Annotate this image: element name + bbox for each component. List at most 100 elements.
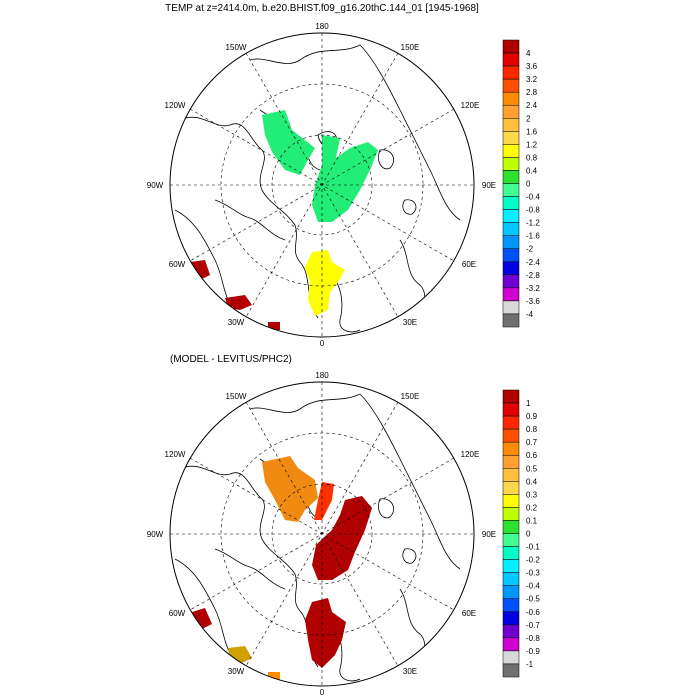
lon-label-top-left: 150W <box>226 43 247 52</box>
lon-label-top: 180 <box>315 22 329 31</box>
island-outline <box>378 498 417 564</box>
colorbar-tick-label: 2.4 <box>526 101 538 110</box>
colorbar-tick-label: 2.8 <box>526 88 538 97</box>
map-boundary <box>169 381 475 687</box>
colorbar-swatch <box>502 650 520 665</box>
colorbar-swatch <box>502 585 520 599</box>
colorbar-tick-label: -3.6 <box>526 297 540 306</box>
colorbar-tick-label: -0.8 <box>526 206 540 215</box>
colorbar-swatch <box>502 637 520 652</box>
colorbar-swatch <box>502 170 520 184</box>
colorbar-tick-label: -0.7 <box>526 621 540 630</box>
longitude-labels: 180 150W 150E 120W 120E 90W 90E 60W 60E … <box>147 22 496 348</box>
colorbar-tick-label: 1 <box>526 399 531 408</box>
colorbar-tick-label: 0.9 <box>526 412 538 421</box>
lon-label-left: 90W <box>147 181 164 190</box>
colorbar-swatch <box>502 611 520 626</box>
colorbar-swatch <box>502 428 520 443</box>
colorbar-tick-label: 0.4 <box>526 166 538 175</box>
colorbar-tick-label: 0.4 <box>526 477 538 486</box>
colorbar-tick-label: -4 <box>526 310 534 319</box>
colorbar-tick-label: -0.4 <box>526 193 540 202</box>
colorbar-tick-label: 0.7 <box>526 438 538 447</box>
colorbar-swatch <box>502 274 520 289</box>
colorbar-swatch <box>502 209 520 223</box>
colorbar-tick-label: 0.6 <box>526 451 538 460</box>
colorbar-tick-label: -0.5 <box>526 595 540 604</box>
temperature-region-atlantic <box>305 250 345 316</box>
colorbar-tick-label: 4 <box>526 49 531 58</box>
difference-region-sw-patch-3 <box>268 672 280 680</box>
colorbar-swatch <box>502 624 520 639</box>
temperature-region-pacific-west <box>262 110 315 175</box>
lon-label-left-upper: 120W <box>165 101 186 110</box>
lon-label-right-lower: 60E <box>462 609 476 618</box>
lon-label-left: 90W <box>147 530 164 539</box>
longitude-labels: 180 150W 150E 120W 120E 90W 90E 60W 60E … <box>147 371 496 697</box>
graticule <box>170 382 474 686</box>
lon-label-bottom-left: 30W <box>228 318 245 327</box>
colorbar-swatch <box>502 144 520 158</box>
colorbar-swatch <box>502 91 520 106</box>
lon-label-left-lower: 60W <box>169 260 186 269</box>
difference-region-pacific-mid <box>314 482 334 520</box>
lon-label-top: 180 <box>315 371 329 380</box>
colorbar-swatch <box>502 157 520 171</box>
colorbar-swatch <box>502 520 520 534</box>
temperature-region-sw-patch-2 <box>225 295 252 310</box>
colorbar-swatch <box>502 52 520 67</box>
map-boundary <box>169 32 475 338</box>
lon-label-bottom-left: 30W <box>228 667 245 676</box>
colorbar-tick-label: 0 <box>526 180 531 189</box>
panel-1: TEMP at z=2414.0m, b.e20.BHIST.f09_g16.2… <box>147 3 541 348</box>
colorbar-swatch <box>502 415 520 430</box>
lon-label-right: 90E <box>482 530 496 539</box>
colorbar-tick-label: -0.6 <box>526 608 540 617</box>
colorbar-swatch <box>502 287 520 302</box>
colorbar-swatch <box>502 78 520 93</box>
colorbar-swatch <box>502 248 520 263</box>
colorbar-tick-label: -0.4 <box>526 582 540 591</box>
colorbar-swatch <box>502 131 520 145</box>
colorbar-tick-label: -0.3 <box>526 569 540 578</box>
colorbar-swatch <box>502 507 520 521</box>
lon-label-right: 90E <box>482 181 496 190</box>
colorbar-tick-label: 0 <box>526 530 531 539</box>
colorbar-tick-label: -3.2 <box>526 284 540 293</box>
graticule <box>170 33 474 337</box>
colorbar-tick-label: -0.8 <box>526 634 540 643</box>
colorbar-tick-label: 2 <box>526 114 531 123</box>
colorbar-swatch <box>502 454 520 469</box>
colorbar-swatch <box>502 65 520 80</box>
panel-1-title: TEMP at z=2414.0m, b.e20.BHIST.f09_g16.2… <box>165 3 479 14</box>
colorbar-swatch <box>502 39 520 54</box>
colorbar-tick-label: -2 <box>526 245 534 254</box>
lon-label-bottom: 0 <box>320 339 325 348</box>
colorbar-swatch <box>502 183 520 197</box>
lon-label-top-left: 150W <box>226 392 247 401</box>
colorbar-swatch <box>502 598 520 613</box>
lon-label-right-upper: 120E <box>461 450 480 459</box>
colorbar-tick-label: 1.2 <box>526 140 538 149</box>
panel-2-title: (MODEL - LEVITUS/PHC2) <box>170 354 292 365</box>
colorbar-swatch <box>502 118 520 132</box>
colorbar-swatch <box>502 235 520 249</box>
colorbar-swatch <box>502 546 520 560</box>
colorbar-swatch <box>502 402 520 417</box>
colorbar-swatch <box>502 261 520 276</box>
lon-label-top-right: 150E <box>401 43 420 52</box>
colorbar-swatch <box>502 481 520 495</box>
colorbar-swatch <box>502 663 520 678</box>
colorbar-tick-label: -0.9 <box>526 647 540 656</box>
colorbar-tick-label: 3.6 <box>526 62 538 71</box>
colorbar-swatch <box>502 300 520 315</box>
panel-2-colorbar: 1 0.9 0.8 0.7 0.6 0.5 0.4 0.3 0.2 0.1 0 -0.1 -0.2 -0.… <box>502 389 540 678</box>
colorbar-tick-label: -1.6 <box>526 232 540 241</box>
colorbar-swatch <box>502 533 520 547</box>
colorbar-swatch <box>502 313 520 328</box>
panel-2-map: 180 150W 150E 120W 120E 90W 90E 60W 60E … <box>147 371 496 697</box>
colorbar-tick-label: -2.4 <box>526 258 540 267</box>
colorbar-tick-label: 3.2 <box>526 75 538 84</box>
difference-region-pacific-east <box>312 496 372 580</box>
